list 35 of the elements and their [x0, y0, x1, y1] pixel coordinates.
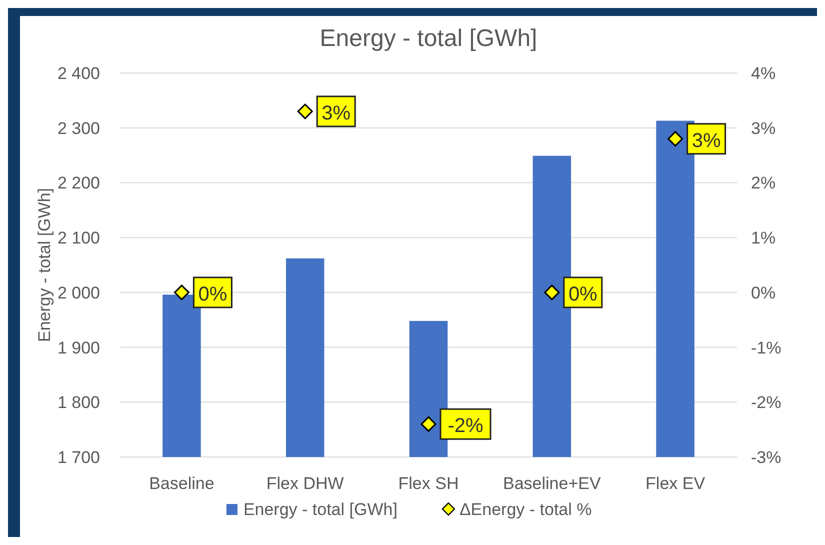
x-tick-label: Baseline+EV [502, 474, 602, 493]
y-tick-label: 2 300 [57, 118, 100, 138]
y-axis-title: Energy - total [GWh] [35, 188, 54, 342]
point [668, 131, 684, 147]
y-tick-label: 2 000 [57, 283, 100, 302]
legend-label: Energy - total [GWh] [243, 500, 398, 519]
x-tick-label: Baseline [149, 474, 214, 493]
point [544, 284, 560, 300]
data-label: 3% [322, 102, 351, 124]
y2-tick-label: 0% [751, 283, 776, 302]
y-tick-label: 2 400 [57, 64, 100, 83]
y2-tick-label: 2% [751, 174, 776, 193]
legend-label: ΔEnergy - total % [459, 500, 592, 519]
y2-tick-label: -3% [751, 448, 782, 467]
data-label: 3% [692, 130, 721, 152]
y-tick-label: 1 900 [57, 338, 100, 358]
x-tick-label: Flex EV [646, 474, 706, 493]
y2-tick-label: 4% [751, 64, 776, 83]
data-label: -2% [448, 415, 484, 438]
y-tick-label: 2 200 [57, 174, 100, 193]
point [420, 416, 436, 432]
y-tick-label: 2 100 [57, 228, 100, 248]
y-tick-label: 1 800 [57, 393, 100, 412]
point [174, 284, 190, 300]
y2-tick-label: 1% [751, 228, 776, 248]
y2-tick-label: -2% [751, 393, 782, 412]
chart-title: Energy - total [GWh] [320, 25, 538, 52]
point [297, 104, 313, 120]
data-label: 0% [198, 283, 228, 306]
y2-tick-label: 3% [751, 118, 776, 138]
x-tick-label: Flex DHW [266, 474, 344, 493]
x-tick-label: Flex SH [398, 474, 459, 493]
data-label: 0% [568, 283, 598, 306]
y-tick-label: 1 700 [57, 448, 100, 467]
y2-tick-label: -1% [751, 338, 782, 358]
